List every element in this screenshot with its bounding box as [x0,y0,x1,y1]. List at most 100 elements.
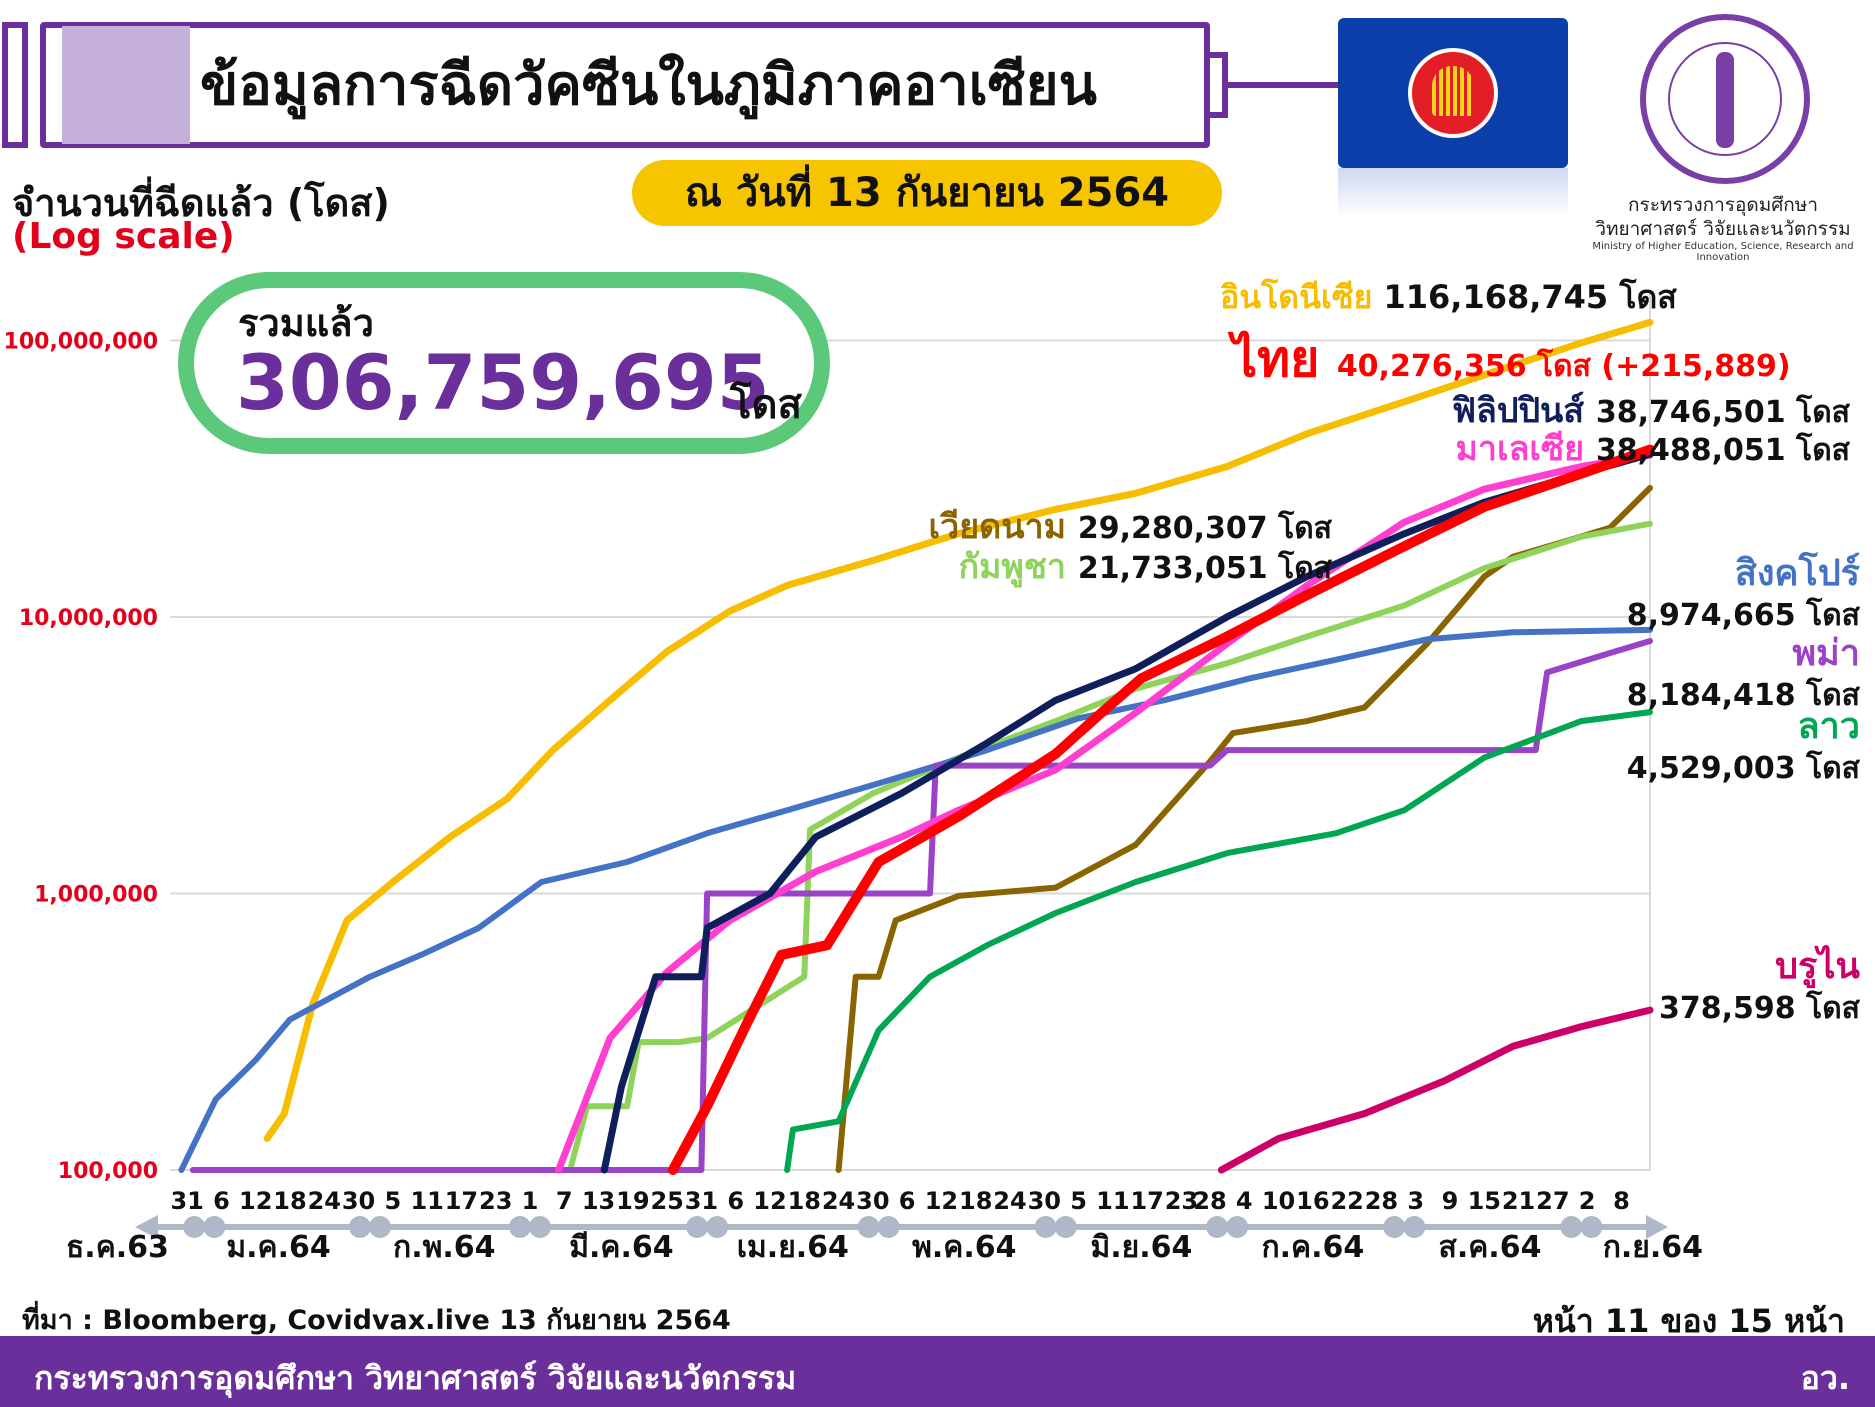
series-line-vietnam [835,484,1653,1173]
x-tick-label: 11 [410,1187,443,1215]
x-tick-label: 21 [1502,1187,1535,1215]
x-tick-label: 30 [342,1187,375,1215]
series-line-philippines [600,450,1654,1174]
month-break-dot [369,1216,391,1238]
series-value-brunei: 378,598 โดส [1659,989,1861,1026]
x-tick-label: 25 [650,1187,683,1215]
x-tick-label: 4 [1236,1187,1253,1215]
series-label-philippines: ฟิลิปปินส์ 38,746,501 โดส [1452,391,1851,431]
x-tick-label: 28 [1193,1187,1226,1215]
x-tick-label: 16 [1296,1187,1329,1215]
total-doses-box [178,272,830,454]
x-tick-label: 18 [788,1187,821,1215]
series-name-myanmar: พม่า [1792,633,1860,674]
series-label-malaysia: มาเลเซีย 38,488,051 โดส [1455,429,1850,469]
x-tick-label: 15 [1468,1187,1501,1215]
syringe-needle-base [1210,52,1228,118]
series-value-myanmar: 8,184,418 โดส [1627,676,1861,713]
y-tick-label: 100,000,000 [4,329,158,354]
x-tick-label: 5 [1070,1187,1087,1215]
series-name-singapore: สิงคโปร์ [1735,551,1861,594]
footer-org: กระทรวงการอุดมศึกษา วิทยาศาสตร์ วิจัยและ… [34,1359,797,1397]
x-month-label: ก.ย.64 [1603,1230,1703,1265]
series-name-brunei: บรูไน [1775,944,1860,989]
series-line-brunei [1217,1006,1654,1174]
x-month-label: ม.ค.64 [226,1230,330,1265]
x-month-label: เม.ย.64 [737,1230,849,1265]
x-tick-label: 24 [822,1187,855,1215]
footer-bar [0,1336,1875,1407]
series-value-singapore: 8,974,665 โดส [1627,596,1861,633]
x-month-label: มิ.ย.64 [1090,1230,1192,1265]
x-tick-label: 17 [1130,1187,1163,1215]
syringe-plunger-cap [2,22,28,148]
series-line-indonesia [263,318,1654,1142]
x-tick-label: 12 [239,1187,272,1215]
ministry-seal-emblem [1716,52,1734,148]
x-tick-label: 5 [385,1187,402,1215]
series-label-cambodia: กัมพูชา 21,733,051 โดส [958,547,1332,588]
series-line-malaysia [555,451,1654,1174]
x-tick-label: 30 [1028,1187,1061,1215]
total-label: รวมแล้ว [238,301,374,345]
x-tick-label: 9 [1442,1187,1459,1215]
month-break-dot [1580,1216,1603,1238]
x-month-label: ธ.ค.63 [66,1230,169,1265]
x-tick-label: 6 [899,1187,916,1215]
series-line-thailand [667,444,1655,1175]
x-tick-label: 23 [1165,1187,1198,1215]
x-tick-label: 30 [856,1187,889,1215]
x-tick-label: 28 [1365,1187,1398,1215]
series-line-cambodia [567,520,1653,1173]
month-break-dot [686,1216,709,1238]
x-month-label: มี.ค.64 [569,1230,673,1265]
syringe-needle [1228,82,1338,88]
month-break-dot [509,1216,531,1238]
month-break-dot [1226,1216,1249,1238]
y-axis-label: จำนวนที่ฉีดแล้ว (โดส) [12,181,390,225]
total-unit: โดส [730,382,802,428]
x-tick-label: 3 [1407,1187,1424,1215]
x-axis-left-arrow-icon [135,1215,158,1239]
date-badge: ณ วันที่ 13 กันยายน 2564 [632,160,1222,226]
syringe-barrel [40,22,1210,148]
x-tick-label: 6 [727,1187,744,1215]
x-tick-label: 12 [753,1187,786,1215]
series-label-vietnam: เวียดนาม 29,280,307 โดส [929,507,1333,547]
y-tick-label: 1,000,000 [34,882,158,907]
ministry-seal-ring [1668,42,1782,156]
series-line-laos [784,709,1653,1173]
footer-abbr: อว. [1800,1359,1850,1397]
month-break-dot [1383,1216,1406,1238]
y-axis-scale-note: (Log scale) [12,216,235,257]
month-break-dot [1206,1216,1229,1238]
month-break-dot [857,1216,880,1238]
month-break-dot [529,1216,551,1238]
x-month-label: ก.ค.64 [1261,1230,1364,1265]
x-tick-label: 8 [1613,1187,1630,1215]
series-name-laos: ลาว [1798,706,1861,747]
total-value: 306,759,695 [236,338,770,427]
ministry-label-en: Ministry of Higher Education, Science, R… [1592,241,1854,263]
x-tick-label: 22 [1330,1187,1363,1215]
series-label-thailand: ไทย 40,276,356 โดส (+215,889) [1227,330,1791,388]
x-tick-label: 12 [925,1187,958,1215]
month-break-dot [349,1216,371,1238]
page-title: ข้อมูลการฉีดวัคซีนในภูมิภาคอาเซียน [200,53,1097,118]
x-tick-label: 18 [959,1187,992,1215]
x-tick-label: 10 [1262,1187,1295,1215]
x-tick-label: 18 [273,1187,306,1215]
month-break-dot [877,1216,900,1238]
x-tick-label: 1 [522,1187,539,1215]
asean-flag-reflection [1338,168,1568,218]
series-value-laos: 4,529,003 โดส [1627,749,1861,786]
month-break-dot [1403,1216,1426,1238]
x-tick-label: 2 [1579,1187,1596,1215]
x-month-label: ส.ค.64 [1439,1230,1542,1265]
x-tick-label: 13 [582,1187,615,1215]
x-tick-label: 17 [445,1187,478,1215]
x-tick-label: 31 [685,1187,718,1215]
page-indicator: หน้า 11 ของ 15 หน้า [1532,1302,1845,1340]
x-axis-right-arrow-icon [1646,1215,1668,1239]
